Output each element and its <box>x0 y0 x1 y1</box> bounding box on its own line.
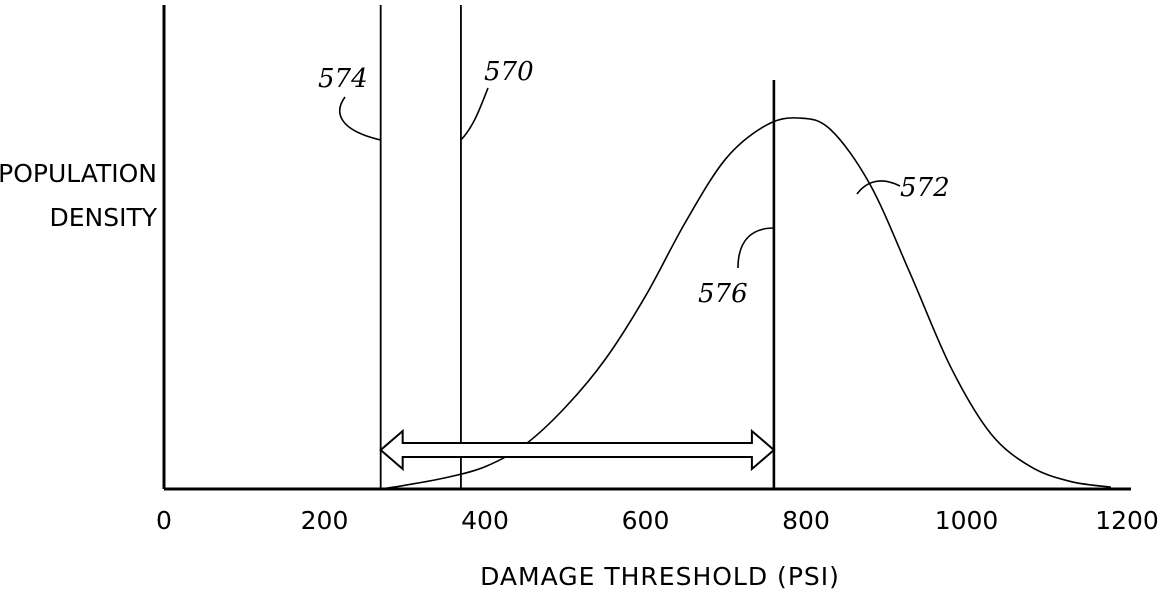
x-tick-label: 800 <box>782 506 830 535</box>
reference-label-570: 570 <box>484 57 534 87</box>
reference-label-576: 576 <box>698 279 748 309</box>
range-double-arrow <box>381 431 774 469</box>
x-tick-label: 400 <box>461 506 509 535</box>
leader-line-576 <box>738 228 774 268</box>
leader-line-570 <box>461 88 488 140</box>
range-arrow-group <box>381 431 774 469</box>
vertical-threshold-lines <box>381 5 774 489</box>
x-axis-label: DAMAGE THRESHOLD (PSI) <box>480 562 840 591</box>
x-tick-label: 0 <box>156 506 172 535</box>
x-tick-label: 200 <box>301 506 349 535</box>
leader-line-574 <box>340 97 381 140</box>
leader-line-572 <box>857 181 900 194</box>
x-tick-label: 1000 <box>935 506 999 535</box>
reference-label-572: 572 <box>900 173 950 203</box>
y-axis-label-line2: DENSITY <box>49 203 157 232</box>
reference-label-574: 574 <box>318 64 368 94</box>
reference-labels: 574 570 576 572 <box>318 57 950 309</box>
x-tick-label: 1200 <box>1095 506 1159 535</box>
y-axis-label-line1: POPULATION <box>0 159 157 188</box>
axes <box>164 5 1131 489</box>
x-tick-label: 600 <box>622 506 670 535</box>
x-tick-labels: 0 200 400 600 800 1000 1200 <box>156 506 1159 535</box>
